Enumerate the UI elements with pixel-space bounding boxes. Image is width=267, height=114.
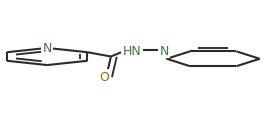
Text: O: O [99,71,109,84]
Text: N: N [159,44,169,57]
Text: HN: HN [123,44,142,57]
Text: N: N [42,42,52,55]
